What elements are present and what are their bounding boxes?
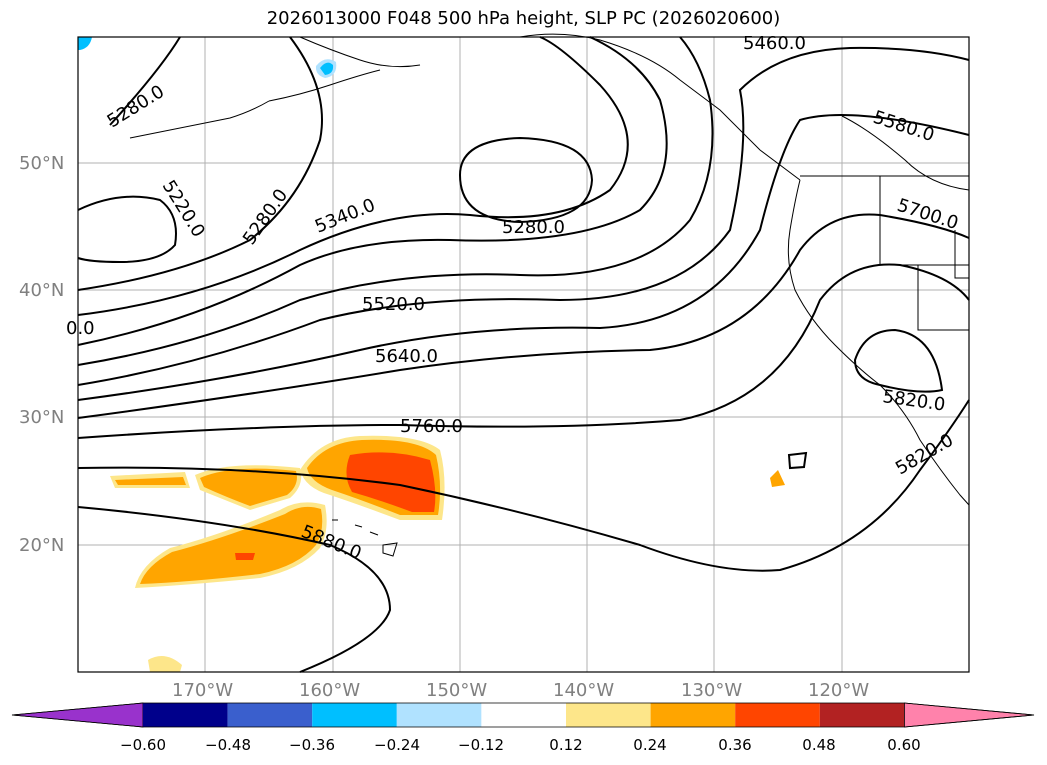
colorbar-label: −0.36 — [289, 736, 335, 754]
colorbar-label: −0.24 — [374, 736, 420, 754]
colorbar-label: 0.12 — [549, 736, 583, 754]
colorbar-swatch — [566, 703, 651, 727]
negative-anomaly-shading — [78, 37, 337, 78]
positive-anomaly-shading — [110, 435, 785, 672]
chart-title: 2026013000 F048 500 hPa height, SLP PC (… — [266, 8, 781, 29]
contour-label: 5220.0 — [158, 177, 209, 242]
contour-label: 5640.0 — [375, 346, 438, 367]
colorbar-swatch — [396, 703, 482, 727]
lat-label: 30°N — [19, 407, 65, 428]
colorbar-swatch — [312, 703, 397, 727]
lon-label: 150°W — [426, 680, 488, 701]
colorbar-swatch — [481, 703, 566, 727]
contour-label: 5520.0 — [362, 294, 425, 315]
height-contours — [77, 36, 970, 673]
contour-label: 5280.0 — [239, 185, 292, 249]
colorbar-label: −0.60 — [120, 736, 166, 754]
colorbar-extend-max — [904, 702, 1035, 728]
colorbar-swatch — [143, 703, 228, 727]
lon-label: 130°W — [681, 680, 743, 701]
map-frame — [77, 36, 970, 673]
colorbar-swatch — [819, 703, 905, 727]
contour-label: 5700.0 — [894, 195, 960, 234]
contour-label: 5820.0 — [892, 430, 957, 480]
lon-label: 160°W — [299, 680, 361, 701]
lon-label: 140°W — [553, 680, 615, 701]
colorbar-label: 0.48 — [802, 736, 836, 754]
colorbar-label: 0.24 — [633, 736, 667, 754]
lon-label: 170°W — [172, 680, 234, 701]
colorbar-swatch — [227, 703, 313, 727]
colorbar-extend-min — [11, 702, 144, 728]
colorbar-label: −0.48 — [205, 736, 251, 754]
lat-label: 20°N — [19, 535, 65, 556]
contour-label: 5280.0 — [104, 81, 169, 132]
colorbar-label: −0.12 — [458, 736, 504, 754]
contour-label: 0.0 — [66, 318, 95, 339]
colorbar — [11, 702, 1035, 728]
colorbar-label: 0.36 — [718, 736, 752, 754]
colorbar-swatch — [735, 703, 820, 727]
colorbar-outline — [11, 702, 1035, 728]
contour-label: 5460.0 — [743, 33, 806, 54]
colorbar-swatch — [650, 703, 736, 727]
lon-label: 120°W — [808, 680, 870, 701]
graticule — [78, 37, 969, 672]
contour-label: 5760.0 — [400, 416, 463, 437]
colorbar-label: 0.60 — [887, 736, 921, 754]
lat-label: 40°N — [19, 280, 65, 301]
contour-label: 5280.0 — [502, 217, 565, 238]
lat-label: 50°N — [19, 153, 65, 174]
